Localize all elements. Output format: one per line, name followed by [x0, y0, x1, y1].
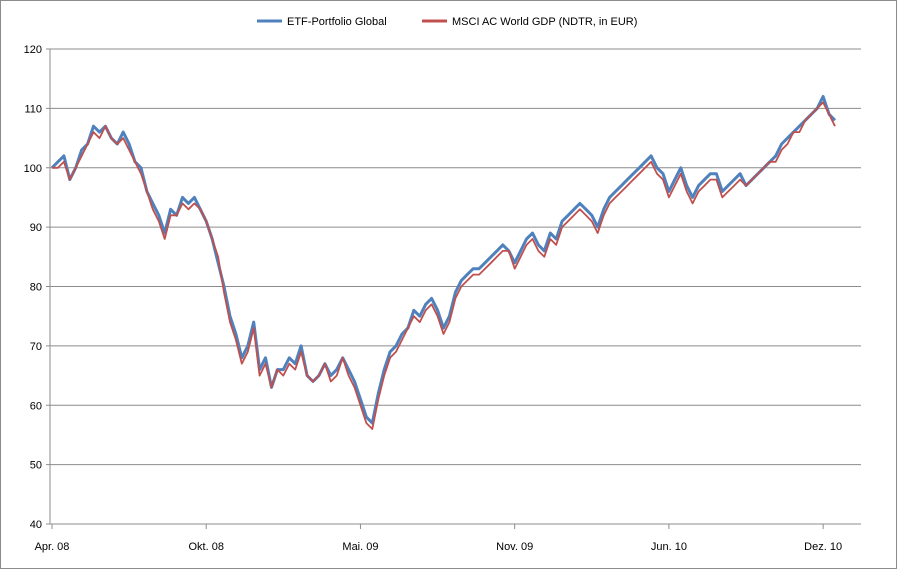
x-tick-label: Apr. 08	[35, 541, 70, 553]
x-tick-label: Dez. 10	[804, 541, 842, 553]
y-tick-label: 70	[30, 341, 42, 353]
y-axis: 40 50 60 70 80 90 100 110 120	[24, 44, 51, 531]
x-tick-label: Jun. 10	[651, 541, 687, 553]
y-tick-label: 90	[30, 222, 42, 234]
y-tick-label: 60	[30, 400, 42, 412]
x-axis: Apr. 08 Okt. 08 Mai. 09 Nov. 09 Jun. 10 Dez. …	[35, 523, 861, 553]
gridlines	[50, 48, 861, 466]
series-line-msci	[52, 101, 836, 430]
y-tick-label: 100	[24, 163, 42, 175]
x-tick-label: Nov. 09	[496, 541, 533, 553]
y-tick-label: 80	[30, 282, 42, 294]
y-tick-label: 40	[30, 519, 42, 531]
legend-label-msci: MSCI AC World GDP (NDTR, in EUR)	[452, 16, 637, 28]
legend: ETF-Portfolio Global MSCI AC World GDP (…	[257, 16, 637, 28]
y-tick-label: 50	[30, 460, 42, 472]
y-tick-label: 120	[24, 44, 42, 56]
y-tick-label: 110	[24, 103, 42, 115]
series-line-etf	[50, 95, 837, 425]
legend-label-etf: ETF-Portfolio Global	[287, 16, 387, 28]
series-lines	[50, 95, 837, 430]
x-tick-label: Okt. 08	[188, 541, 223, 553]
x-tick-label: Mai. 09	[342, 541, 378, 553]
